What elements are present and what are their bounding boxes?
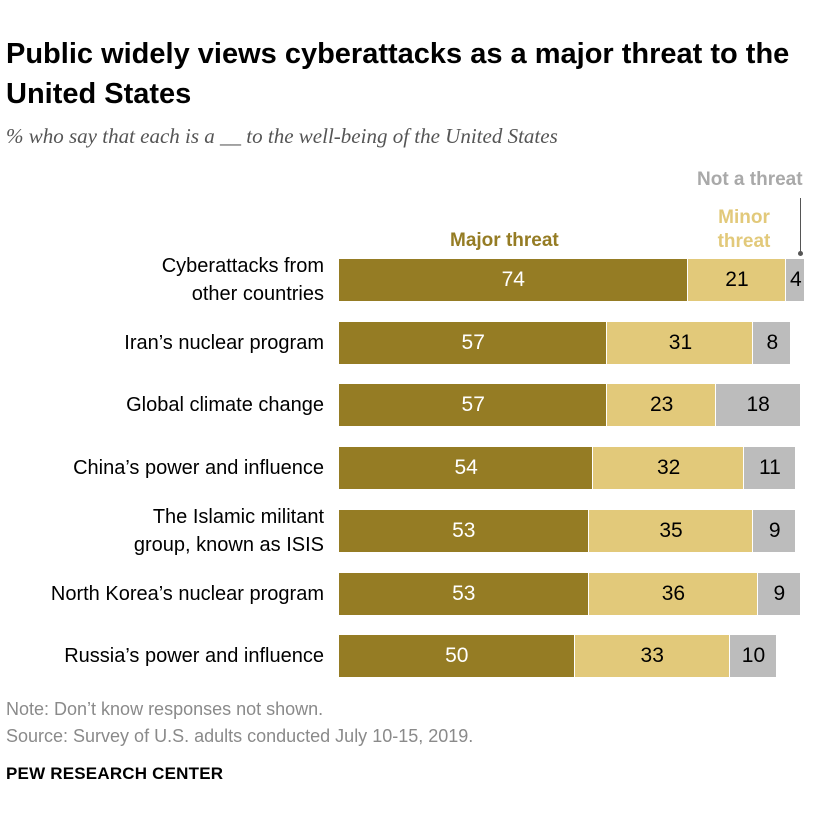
bar-segment-major — [339, 572, 588, 615]
legend-leader-dot — [798, 251, 803, 256]
category-label: China’s power and influence — [0, 454, 324, 482]
category-label: Cyberattacks from other countries — [0, 252, 324, 308]
legend-major-threat: Major threat — [450, 230, 559, 251]
bar-segment-major — [339, 447, 593, 490]
bar-segment-major — [339, 509, 588, 552]
bar-segment-minor — [588, 509, 753, 552]
category-label: The Islamic militant group, known as ISIS — [0, 503, 324, 559]
data-label-minor: 21 — [725, 268, 749, 291]
category-label: Russia’s power and influence — [0, 642, 324, 670]
chart-title: Public widely views cyberattacks as a ma… — [6, 38, 790, 110]
chart-source: Source: Survey of U.S. adults conducted … — [6, 726, 474, 746]
bar-segment-not — [786, 259, 805, 301]
bar-segment-not — [744, 447, 795, 490]
bar-segment-not — [753, 321, 791, 364]
data-label-major: 53 — [452, 581, 476, 605]
data-label-minor: 31 — [668, 330, 693, 354]
bar-segment-major — [339, 635, 574, 678]
data-label-minor: 33 — [640, 644, 664, 668]
bar-segment-minor — [574, 635, 729, 678]
bar-segment-minor — [607, 321, 753, 364]
data-label-not: 8 — [766, 330, 779, 354]
data-label-not: 18 — [746, 393, 770, 417]
category-label-line: Cyberattacks from — [161, 255, 324, 277]
bar-segment-minor — [607, 384, 715, 427]
chart-subtitle: % who say that each is a __ to the well-… — [6, 124, 558, 148]
category-label-line: other countries — [191, 283, 324, 305]
data-label-major: 57 — [461, 393, 485, 417]
bar-segment-major — [339, 259, 687, 301]
category-label: North Korea’s nuclear program — [0, 580, 324, 608]
data-label-not: 9 — [773, 581, 786, 605]
legend-not-a-threat: Not a threat — [697, 169, 803, 190]
category-label-line: Iran’s nuclear program — [124, 331, 324, 354]
data-label-major: 74 — [501, 268, 525, 291]
data-label-minor: 23 — [649, 393, 674, 417]
chart-note: Note: Don’t know responses not shown. — [6, 699, 324, 719]
data-label-not: 10 — [741, 644, 766, 668]
data-label-not: 4 — [790, 268, 802, 291]
data-label-major: 53 — [452, 518, 476, 542]
data-label-major: 50 — [445, 644, 469, 668]
category-label-line: group, known as ISIS — [133, 533, 324, 556]
bar-segment-minor — [593, 447, 744, 490]
data-label-minor: 35 — [659, 518, 683, 542]
category-label-line: Russia’s power and influence — [64, 645, 324, 668]
bar-segment-minor — [588, 572, 758, 615]
data-label-not: 9 — [768, 518, 781, 542]
category-label-line: China’s power and influence — [73, 457, 324, 480]
legend-leader-line — [800, 198, 801, 254]
bar-segment-major — [339, 321, 607, 364]
category-label: Iran’s nuclear program — [0, 329, 324, 357]
data-label-major: 54 — [454, 456, 478, 480]
category-label-line: The Islamic militant — [152, 505, 324, 528]
org-credit: PEW RESEARCH CENTER — [6, 764, 224, 783]
data-label-not: 11 — [759, 456, 781, 480]
category-label-line: North Korea’s nuclear program — [50, 582, 324, 605]
category-label-line: Global climate change — [126, 394, 324, 417]
bar-segment-not — [715, 384, 800, 427]
bar-segment-not — [729, 635, 777, 678]
bar-segment-minor — [687, 259, 786, 301]
bar-segment-not — [758, 572, 800, 615]
category-label: Global climate change — [0, 391, 324, 419]
bar-segment-not — [753, 509, 795, 552]
data-label-major: 57 — [461, 330, 485, 354]
data-label-minor: 36 — [661, 581, 686, 605]
data-label-minor: 32 — [657, 456, 681, 480]
bar-segment-major — [339, 384, 607, 427]
legend-minor-threat: Minor threat — [717, 207, 771, 252]
